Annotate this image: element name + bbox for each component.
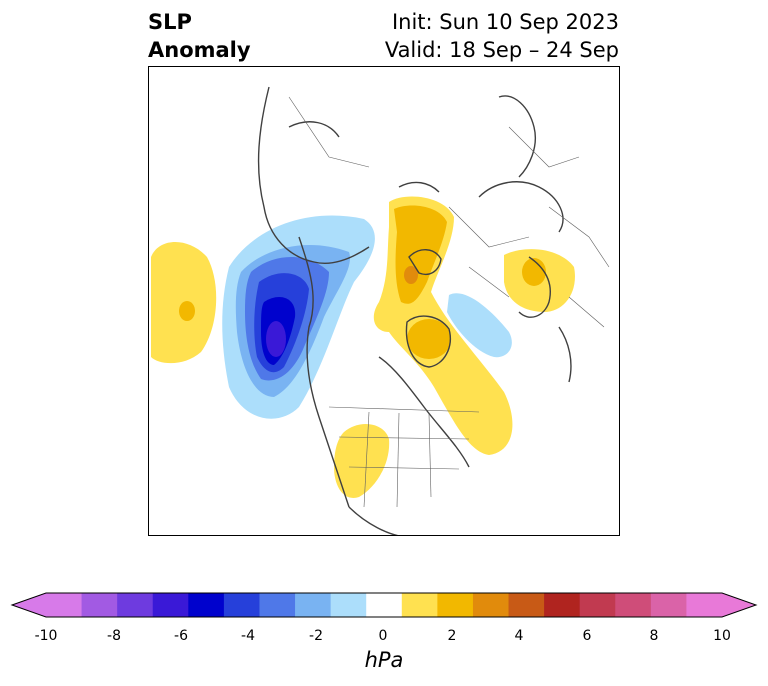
colorbar-segment	[81, 593, 118, 617]
colorbar	[0, 585, 768, 625]
colorbar-segment	[330, 593, 367, 617]
colorbar-tick-label: 0	[378, 628, 388, 644]
anomaly-greenland-high-core	[404, 266, 418, 284]
colorbar-tick-label: -4	[241, 628, 255, 644]
colorbar-tick-label: -10	[34, 628, 58, 644]
colorbar-tick-label: 8	[649, 628, 659, 644]
anomaly-plains-high	[334, 423, 390, 498]
colorbar-unit: hPa	[364, 648, 404, 672]
map-title: SLP Anomaly	[148, 8, 251, 64]
anomaly-europe-high-core	[522, 258, 546, 286]
colorbar-segment	[152, 593, 189, 617]
valid-range: Valid: 18 Sep – 24 Sep	[384, 38, 619, 62]
colorbar-tick-label: 4	[514, 628, 524, 644]
colorbar-max-arrow	[722, 593, 756, 617]
anomaly-alaska-low-core	[266, 321, 286, 357]
anomaly-norwegian-low	[447, 293, 512, 358]
anomaly-greenland-high-inner-2	[407, 319, 451, 359]
slp-anomaly-map	[148, 66, 620, 536]
colorbar-segment	[223, 593, 260, 617]
colorbar-segment	[437, 593, 474, 617]
colorbar-segment	[650, 593, 687, 617]
colorbar-segment	[366, 593, 403, 617]
colorbar-outline	[10, 592, 758, 618]
colorbar-segment	[46, 593, 83, 617]
colorbar-segment	[686, 593, 723, 617]
colorbar-segment	[117, 593, 154, 617]
colorbar-segment	[508, 593, 545, 617]
colorbar-tick-label: 2	[447, 628, 457, 644]
colorbar-segment	[188, 593, 225, 617]
colorbar-tick-label: 10	[713, 628, 731, 644]
colorbar-segment	[544, 593, 581, 617]
title-line-1: SLP	[148, 10, 192, 34]
colorbar-segment	[401, 593, 438, 617]
political-borders	[288, 96, 610, 508]
init-date: Init: Sun 10 Sep 2023	[391, 10, 619, 34]
colorbar-tick-label: -2	[309, 628, 323, 644]
colorbar-tick-label: -8	[107, 628, 121, 644]
colorbar-segment	[472, 593, 510, 617]
map-canvas	[151, 86, 610, 535]
anomaly-pacific-high-core	[179, 301, 195, 321]
date-info: Init: Sun 10 Sep 2023 Valid: 18 Sep – 24…	[385, 8, 619, 64]
colorbar-min-arrow	[12, 593, 46, 617]
colorbar-tick-label: 6	[582, 628, 592, 644]
title-line-2: Anomaly	[148, 38, 251, 62]
colorbar-svg	[10, 592, 758, 618]
colorbar-tick-label: -6	[174, 628, 188, 644]
colorbar-segment	[295, 593, 332, 617]
colorbar-segment	[579, 593, 616, 617]
colorbar-segment	[615, 593, 652, 617]
colorbar-segment	[259, 593, 296, 617]
